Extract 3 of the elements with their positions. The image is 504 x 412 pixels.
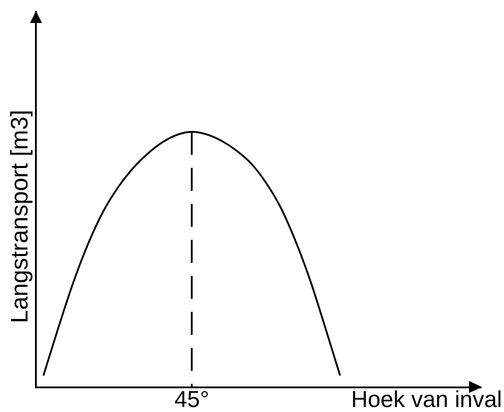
y-axis-title: Langstransport [m3]: [6, 110, 34, 324]
annotation: 45°: [174, 386, 210, 412]
x-axis-title: Hoek van inval: [351, 386, 502, 412]
